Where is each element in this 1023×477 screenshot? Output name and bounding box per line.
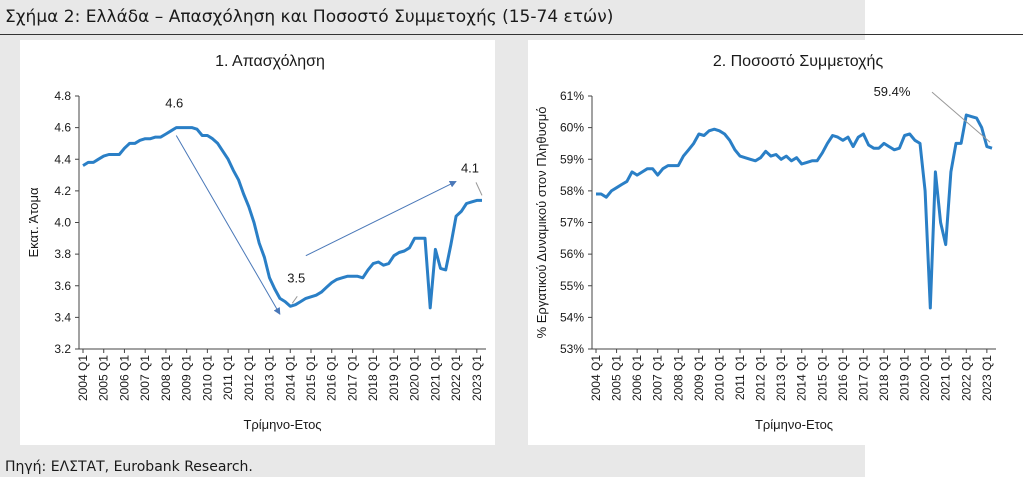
y-tick-label: 60% (560, 121, 584, 135)
y-axis-label: % Εργατικού Δυναμικού στον Πληθυσμό (534, 107, 549, 339)
x-tick-label: 2021 Q1 (939, 355, 953, 401)
source-note: Πηγή: ΕΛΣΤΑΤ, Eurobank Research. (5, 459, 253, 475)
trend-arrow (175, 135, 281, 315)
x-tick-label: 2004 Q1 (76, 355, 90, 401)
x-tick-label: 2012 Q1 (242, 355, 256, 401)
x-tick-label: 2006 Q1 (630, 355, 644, 401)
x-tick-label: 2007 Q1 (138, 355, 152, 401)
x-tick-label: 2015 Q1 (304, 355, 318, 401)
x-tick-label: 2006 Q1 (117, 355, 131, 401)
x-tick-label: 2020 Q1 (918, 355, 932, 401)
x-tick-label: 2005 Q1 (610, 355, 624, 401)
x-tick-label: 2018 Q1 (877, 355, 891, 401)
y-tick-label: 3.2 (54, 342, 71, 356)
x-tick-label: 2009 Q1 (180, 355, 194, 401)
x-tick-label: 2020 Q1 (408, 355, 422, 401)
y-tick-label: 3.8 (54, 247, 71, 261)
x-tick-label: 2016 Q1 (325, 355, 339, 401)
x-tick-label: 2023 Q1 (470, 355, 484, 401)
y-tick-label: 4.0 (54, 216, 71, 230)
x-tick-label: 2008 Q1 (159, 355, 173, 401)
data-annotation: 4.6 (165, 96, 183, 111)
data-annotation: 3.5 (287, 270, 305, 285)
y-tick-label: 56% (560, 247, 584, 261)
x-tick-label: 2010 Q1 (200, 355, 214, 401)
figure-title: Σχήμα 2: Ελλάδα – Απασχόληση και Ποσοστό… (5, 7, 614, 27)
x-tick-label: 2005 Q1 (97, 355, 111, 401)
x-tick-label: 2013 Q1 (774, 355, 788, 401)
y-tick-label: 61% (560, 89, 584, 103)
annotation-leader (475, 182, 483, 196)
y-axis-label: Εκατ. Άτομα (26, 187, 41, 258)
annotation-leader (291, 296, 298, 304)
x-tick-label: 2009 Q1 (692, 355, 706, 401)
x-tick-label: 2021 Q1 (428, 355, 442, 401)
x-tick-label: 2015 Q1 (815, 355, 829, 401)
chart-title: 1. Απασχόληση (215, 53, 325, 70)
x-tick-label: 2018 Q1 (366, 355, 380, 401)
y-tick-label: 55% (560, 279, 584, 293)
chart-2-container: 2. Ποσοστό Συμμετοχής 53% 54% 55% 56% 57% 58% 5… (528, 40, 1006, 445)
x-tick-label: 2010 Q1 (712, 355, 726, 401)
series-line (82, 126, 482, 310)
x-tick-label: 2012 Q1 (754, 355, 768, 401)
x-tick-label: 2023 Q1 (980, 355, 994, 401)
x-axis-label: Τρίμηνο-Ετος (755, 417, 833, 432)
chart-1-container: 1. Απασχόληση 3.2 3.4 3.6 3.8 4.0 4.2 4.4 4.6 4.8… (20, 40, 495, 445)
x-tick-label: 2017 Q1 (345, 355, 359, 401)
x-tick-label: 2019 Q1 (898, 355, 912, 401)
y-tick-label: 3.6 (54, 279, 71, 293)
y-tick-label: 4.4 (54, 152, 71, 166)
x-tick-label: 2011 Q1 (221, 355, 235, 400)
x-tick-label: 2014 Q1 (795, 355, 809, 401)
x-tick-label: 2013 Q1 (263, 355, 277, 401)
employment-chart: 1. Απασχόληση 3.2 3.4 3.6 3.8 4.0 4.2 4.4 4.6 4.8… (26, 53, 486, 432)
x-tick-label: 2022 Q1 (959, 355, 973, 401)
x-tick-label: 2016 Q1 (836, 355, 850, 401)
y-tick-label: 54% (560, 310, 584, 324)
x-tick-label: 2019 Q1 (387, 355, 401, 401)
y-tick-label: 4.2 (54, 184, 71, 198)
chart-title: 2. Ποσοστό Συμμετοχής (713, 53, 884, 70)
x-tick-label: 2008 Q1 (671, 355, 685, 401)
y-tick-label: 57% (560, 216, 584, 230)
series-line (596, 113, 993, 310)
y-tick-label: 58% (560, 184, 584, 198)
y-tick-label: 4.6 (54, 121, 71, 135)
annotation-leader (931, 91, 991, 143)
x-tick-label: 2011 Q1 (733, 355, 747, 400)
y-tick-label: 3.4 (54, 310, 71, 324)
x-tick-label: 2004 Q1 (589, 355, 603, 401)
trend-arrow (305, 180, 457, 257)
x-tick-label: 2014 Q1 (283, 355, 297, 401)
top-rule (0, 34, 1023, 35)
x-tick-label: 2017 Q1 (856, 355, 870, 401)
y-tick-label: 59% (560, 152, 584, 166)
source-band (0, 457, 865, 477)
x-axis-label: Τρίμηνο-Ετος (243, 417, 321, 432)
x-tick-label: 2007 Q1 (651, 355, 665, 401)
data-annotation: 59.4% (874, 84, 911, 99)
y-tick-label: 4.8 (54, 89, 71, 103)
participation-chart: 2. Ποσοστό Συμμετοχής 53% 54% 55% 56% 57% 58% 5… (534, 53, 996, 432)
y-tick-label: 53% (560, 342, 584, 356)
x-tick-label: 2022 Q1 (449, 355, 463, 401)
title-band (0, 0, 865, 34)
data-annotation: 4.1 (461, 160, 479, 175)
